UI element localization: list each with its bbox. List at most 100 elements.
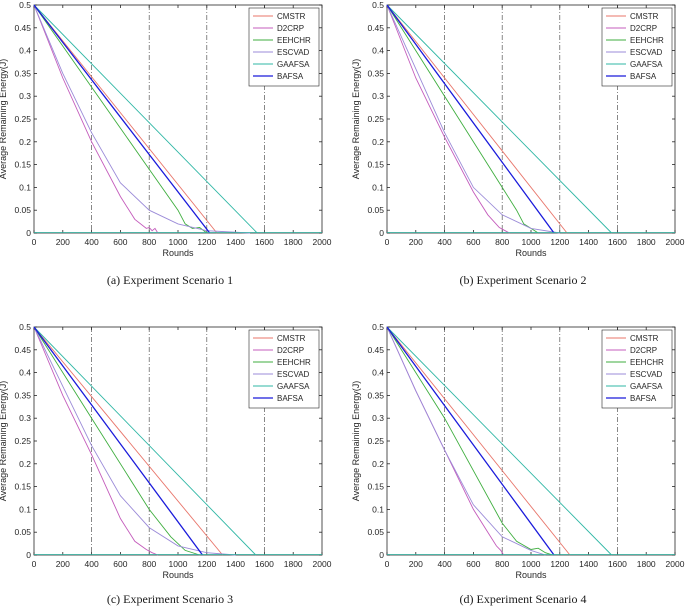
series-line-eehchr — [33, 4, 208, 234]
series-line-escvad — [33, 4, 251, 234]
x-tick-label: 0 — [385, 237, 390, 247]
legend-label-cmstr: CMSTR — [277, 334, 306, 343]
y-tick-label: 0.4 — [19, 368, 31, 378]
y-tick-label: 0.1 — [372, 182, 384, 192]
legend-label-cmstr: CMSTR — [630, 334, 659, 343]
y-tick-label: 0.15 — [367, 482, 384, 492]
x-tick-label: 1800 — [637, 237, 656, 247]
y-axis-label: Average Remaining Energy(J) — [0, 59, 8, 179]
x-tick-label: 1800 — [284, 237, 303, 247]
y-tick-label: 0.15 — [14, 482, 31, 492]
legend: CMSTR D2CRP EEHCHR ESCVAD GAAFSA BAFSA — [601, 7, 673, 87]
y-tick-label: 0.05 — [14, 205, 31, 215]
legend-box — [248, 329, 320, 409]
series-line-d2crp — [386, 4, 510, 234]
x-axis-label: Rounds — [515, 248, 547, 258]
x-tick-label: 1800 — [284, 559, 303, 569]
y-tick-label: 0.5 — [19, 0, 31, 10]
x-axis-label: Rounds — [162, 248, 194, 258]
x-axis-label: Rounds — [515, 570, 547, 580]
legend-box — [248, 7, 320, 87]
x-tick-label: 1400 — [579, 237, 598, 247]
legend-label-bafsa: BAFSA — [630, 394, 657, 403]
series-line-cmstr — [33, 4, 218, 234]
legend-label-d2crp: D2CRP — [277, 24, 304, 33]
legend-label-escvad: ESCVAD — [277, 370, 310, 379]
y-tick-label: 0.35 — [14, 68, 31, 78]
series-line-bafsa — [33, 326, 204, 556]
legend-label-gaafsa: GAAFSA — [630, 60, 663, 69]
x-tick-label: 2000 — [666, 559, 685, 569]
x-tick-label: 0 — [32, 559, 37, 569]
legend-label-d2crp: D2CRP — [630, 346, 657, 355]
x-tick-label: 800 — [495, 559, 509, 569]
x-tick-label: 1200 — [550, 559, 569, 569]
x-tick-label: 400 — [85, 559, 99, 569]
series-line-gaafsa — [386, 326, 612, 556]
x-tick-label: 0 — [385, 559, 390, 569]
chart-panel-4: 0 200 400 600 800 1000 1200 1400 1600 1800 2000 0 0.… — [351, 322, 685, 606]
panel-caption: (b) Experiment Scenario 2 — [460, 273, 587, 287]
y-tick-label: 0.1 — [19, 182, 31, 192]
legend-label-eehchr: EEHCHR — [277, 358, 311, 367]
y-tick-label: 0.25 — [367, 114, 384, 124]
series-line-d2crp — [33, 4, 159, 234]
y-tick-label: 0.45 — [14, 345, 31, 355]
legend-box — [601, 7, 673, 87]
x-tick-label: 2000 — [666, 237, 685, 247]
legend-box — [601, 329, 673, 409]
chart-panel-2: 0 200 400 600 800 1000 1200 1400 1600 1800 2000 0 0.… — [351, 0, 685, 287]
y-tick-label: 0.25 — [367, 436, 384, 446]
x-tick-label: 1400 — [226, 559, 245, 569]
y-tick-label: 0 — [26, 550, 31, 560]
x-tick-label: 1200 — [197, 559, 216, 569]
y-tick-label: 0.35 — [367, 68, 384, 78]
y-tick-label: 0.05 — [14, 527, 31, 537]
x-tick-label: 400 — [438, 237, 452, 247]
legend-label-escvad: ESCVAD — [277, 48, 310, 57]
y-tick-label: 0.2 — [372, 459, 384, 469]
y-tick-label: 0.2 — [19, 459, 31, 469]
legend: CMSTR D2CRP EEHCHR ESCVAD GAAFSA BAFSA — [601, 329, 673, 409]
series-line-gaafsa — [386, 4, 612, 234]
series-line-gaafsa — [33, 4, 258, 234]
x-tick-label: 200 — [56, 559, 70, 569]
legend-label-bafsa: BAFSA — [277, 394, 304, 403]
x-tick-label: 200 — [56, 237, 70, 247]
x-tick-label: 1000 — [522, 237, 541, 247]
y-axis-label: Average Remaining Energy(J) — [351, 381, 361, 501]
chart-panel-3: 0 200 400 600 800 1000 1200 1400 1600 1800 2000 0 0.… — [0, 322, 332, 606]
x-tick-label: 1200 — [550, 237, 569, 247]
legend-label-cmstr: CMSTR — [277, 12, 306, 21]
series-line-eehchr — [33, 326, 200, 556]
y-tick-label: 0.3 — [19, 413, 31, 423]
y-tick-label: 0 — [379, 550, 384, 560]
legend: CMSTR D2CRP EEHCHR ESCVAD GAAFSA BAFSA — [248, 329, 320, 409]
legend-label-escvad: ESCVAD — [630, 370, 663, 379]
x-tick-label: 1200 — [197, 237, 216, 247]
x-tick-label: 2000 — [313, 237, 332, 247]
series-line-d2crp — [33, 326, 158, 556]
series-line-escvad — [386, 326, 546, 556]
series-line-escvad — [386, 4, 560, 234]
y-tick-label: 0.3 — [372, 91, 384, 101]
y-axis-label: Average Remaining Energy(J) — [0, 381, 8, 501]
y-tick-label: 0.3 — [19, 91, 31, 101]
series-line-cmstr — [33, 326, 223, 556]
legend-label-bafsa: BAFSA — [630, 72, 657, 81]
series-line-bafsa — [386, 326, 555, 556]
legend-label-cmstr: CMSTR — [630, 12, 659, 21]
y-tick-label: 0.4 — [372, 368, 384, 378]
x-tick-label: 800 — [142, 237, 156, 247]
y-tick-label: 0.05 — [367, 205, 384, 215]
chart-panel-1: 0 200 400 600 800 1000 1200 1400 1600 1800 2000 0 0.… — [0, 0, 332, 287]
legend-label-bafsa: BAFSA — [277, 72, 304, 81]
x-tick-label: 800 — [495, 237, 509, 247]
x-tick-label: 200 — [409, 237, 423, 247]
legend-label-d2crp: D2CRP — [630, 24, 657, 33]
legend-label-eehchr: EEHCHR — [630, 36, 664, 45]
y-tick-label: 0.05 — [367, 527, 384, 537]
panel-caption: (d) Experiment Scenario 4 — [460, 592, 587, 606]
y-tick-label: 0.4 — [19, 46, 31, 56]
